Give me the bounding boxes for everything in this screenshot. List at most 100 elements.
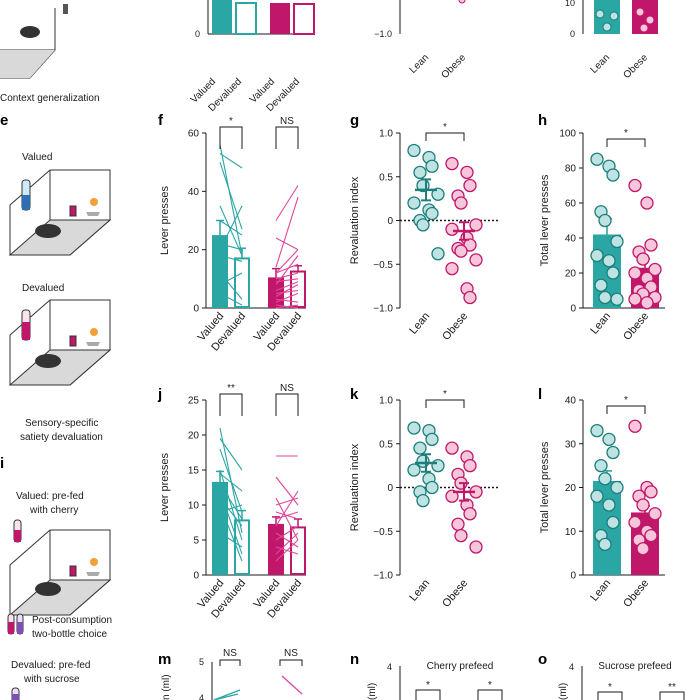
sugar-pellet-icon xyxy=(90,558,98,566)
data-point xyxy=(609,11,619,21)
data-point xyxy=(636,498,650,512)
sensory-line1: Sensory-specific xyxy=(25,418,98,429)
data-point xyxy=(598,290,612,305)
paired-line xyxy=(219,469,243,541)
significance-label: * xyxy=(443,122,447,133)
data-point xyxy=(407,196,421,210)
data-point xyxy=(445,489,459,503)
x-tick-label: Obese xyxy=(440,577,470,610)
paired-line xyxy=(275,272,299,280)
y-tick-label: 15 xyxy=(188,466,200,477)
paired-line xyxy=(275,490,299,527)
data-point xyxy=(628,178,642,193)
significance-bracket xyxy=(275,393,299,416)
valued-prefed-line2: with cherry xyxy=(29,505,78,516)
y-tick-label: 20 xyxy=(565,269,577,280)
y-tick-label: 5 xyxy=(193,536,199,547)
bar xyxy=(212,235,228,308)
paired-line xyxy=(219,504,243,513)
valued-label: Valued xyxy=(22,152,52,163)
data-point xyxy=(640,296,654,310)
data-point xyxy=(628,419,642,433)
paired-line xyxy=(275,497,299,541)
tick-label: 10 xyxy=(565,0,575,8)
paired-line xyxy=(275,263,299,274)
data-point xyxy=(594,278,608,292)
y-tick-label: 60 xyxy=(188,129,200,140)
paired-line xyxy=(275,197,299,268)
data-point xyxy=(445,261,459,276)
bar xyxy=(293,3,315,35)
tick-label: 4 xyxy=(387,662,392,672)
data-point xyxy=(463,290,477,305)
axis-label: (ml) xyxy=(367,683,378,700)
paired-line xyxy=(275,525,299,541)
paired-line xyxy=(275,255,299,285)
tick-label: −1.0 xyxy=(374,29,392,39)
paired-line xyxy=(219,144,243,256)
significance-label: * xyxy=(229,116,233,127)
data-point xyxy=(598,537,612,552)
bar xyxy=(212,0,232,34)
data-point xyxy=(595,9,605,19)
data-point xyxy=(413,441,427,455)
significance-bracket xyxy=(275,126,299,149)
tick-label: 4 xyxy=(569,662,574,672)
paired-line xyxy=(219,254,243,262)
data-point xyxy=(639,23,649,33)
y-tick-label: 30 xyxy=(565,439,577,450)
data-point xyxy=(431,187,445,201)
data-point xyxy=(602,498,616,512)
post-consumption-line1: Post-consumption xyxy=(32,615,112,626)
y-tick-label: 0 xyxy=(193,304,199,315)
paired-line xyxy=(219,292,243,306)
panel-label-i: i xyxy=(0,455,4,472)
significance-bracket xyxy=(219,126,243,149)
post-consumption-line2: two-bottle choice xyxy=(32,629,107,640)
y-tick-label: 40 xyxy=(565,396,577,407)
data-point xyxy=(602,22,612,32)
data-point xyxy=(628,266,642,280)
valued-prefed-line1: Valued: pre-fed xyxy=(16,491,84,502)
significance-bracket xyxy=(606,405,646,414)
panel-label-g: g xyxy=(350,112,359,129)
y-axis-label: Revaluation index xyxy=(349,176,361,264)
x-tick-label: Obese xyxy=(621,310,651,343)
data-point xyxy=(454,528,468,543)
chart-g: 1.0 0.5 0 −0.5 −1.0 Revaluation index * Lean Obe… xyxy=(349,122,500,343)
data-point xyxy=(451,517,465,531)
paired-line xyxy=(275,249,299,274)
sensory-line2: satiety devaluation xyxy=(20,432,103,443)
data-point xyxy=(431,247,445,261)
data-point xyxy=(635,7,645,17)
chart-k: 1.0 0.5 0 −0.5 −1.0 Revaluation index * Lean Obe… xyxy=(349,389,500,610)
paired-line xyxy=(219,243,243,251)
significance-label: * xyxy=(426,680,430,691)
data-point xyxy=(460,165,474,180)
tick-label: Obese xyxy=(440,52,469,81)
significance-label: NS xyxy=(280,116,294,127)
data-point xyxy=(463,178,477,193)
data-point xyxy=(407,463,421,477)
y-tick-label: 10 xyxy=(565,527,577,538)
tick-label: Obese xyxy=(622,52,651,81)
devalued-prefed-line2: with sucrose xyxy=(23,674,80,685)
panel-label-k: k xyxy=(350,386,359,403)
tick-label: 4 xyxy=(199,693,204,700)
significance-label: * xyxy=(624,395,628,406)
paired-line xyxy=(219,483,243,520)
significance-label: * xyxy=(624,128,628,139)
data-point xyxy=(636,252,650,266)
data-point xyxy=(445,441,459,455)
significance-label: NS xyxy=(280,383,294,394)
y-axis-label: Revaluation index xyxy=(349,443,361,531)
x-tick-label: Lean xyxy=(407,310,432,336)
data-point xyxy=(598,472,612,486)
data-point xyxy=(594,458,608,473)
data-point xyxy=(606,168,620,182)
significance-label: NS xyxy=(284,648,298,659)
data-point xyxy=(463,507,477,521)
lever-icon xyxy=(69,565,77,577)
data-point xyxy=(640,196,654,210)
